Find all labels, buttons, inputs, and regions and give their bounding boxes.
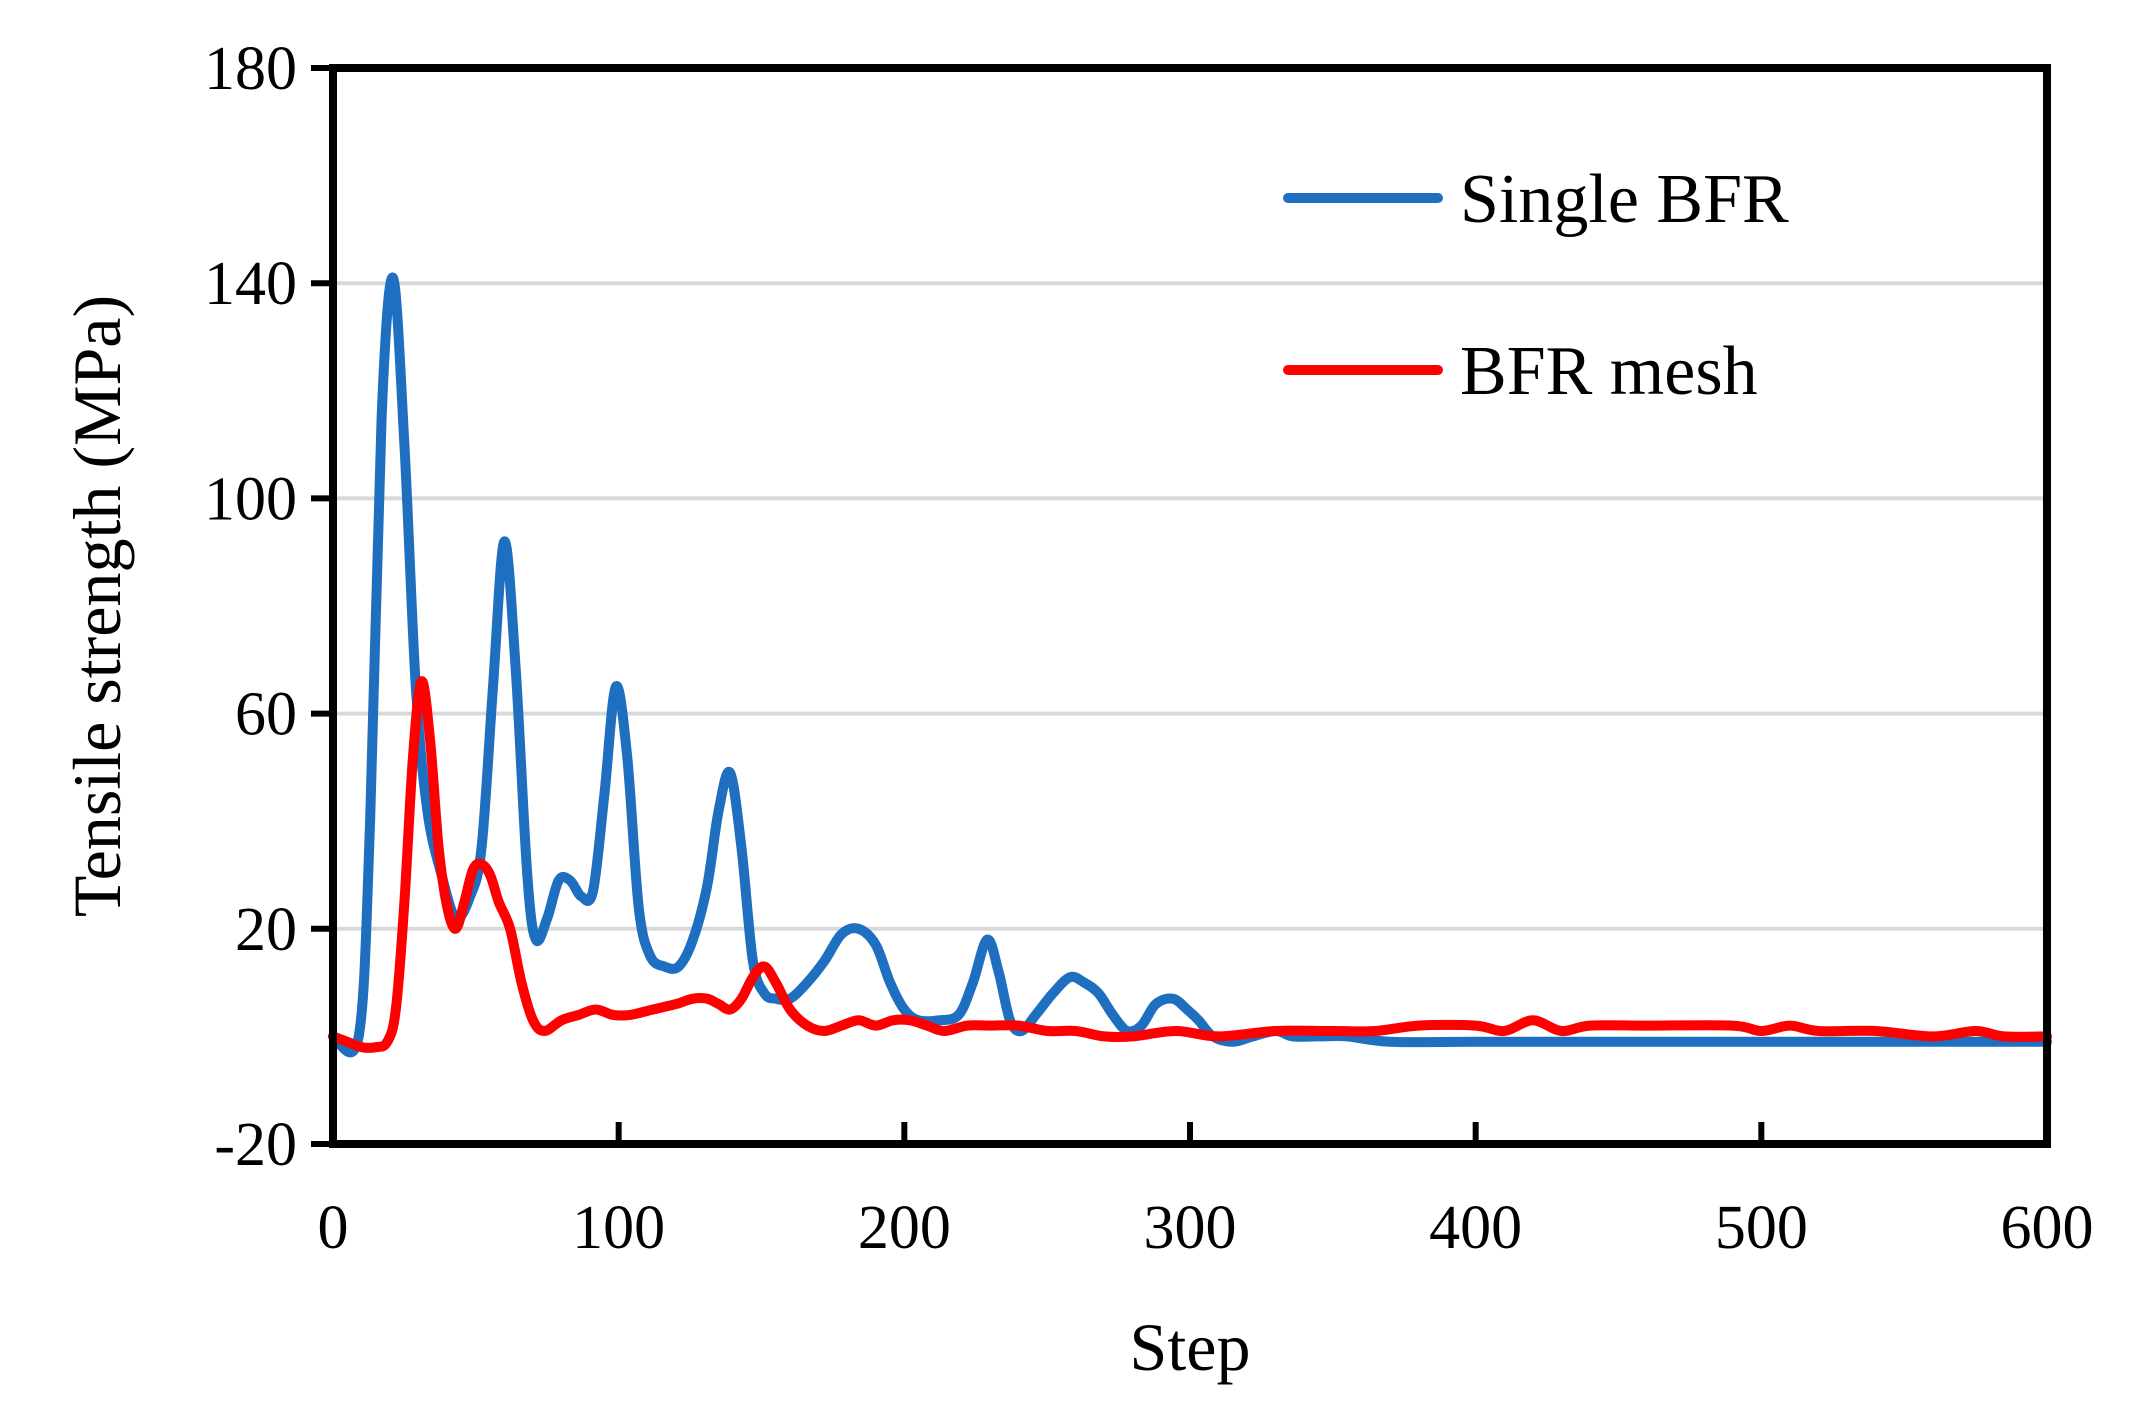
y-tick-label-2: 60 [235, 681, 297, 749]
legend-label-single-bfr: Single BFR [1460, 161, 1789, 238]
tick-labels: -20 20 60 100 140 180 0 100 200 300 400 500 600 [204, 35, 2094, 1262]
legend: Single BFR BFR mesh [1283, 161, 1789, 410]
x-tick-label-0: 0 [318, 1194, 349, 1262]
y-tick-label-3: 100 [204, 465, 297, 533]
legend-label-bfr-mesh: BFR mesh [1460, 333, 1758, 410]
x-tick-label-4: 400 [1429, 1194, 1522, 1262]
x-axis-title: Step [1130, 1309, 1251, 1385]
y-tick-label-5: 180 [204, 35, 297, 103]
series-layer [328, 272, 2052, 1058]
series-line-bfr-mesh [328, 676, 2052, 1053]
x-tick-label-2: 200 [858, 1194, 951, 1262]
x-tick-label-3: 300 [1144, 1194, 1237, 1262]
plot-frame [329, 64, 2051, 1148]
x-tick-label-1: 100 [572, 1194, 665, 1262]
x-tick-label-5: 500 [1715, 1194, 1808, 1262]
y-tick-label-1: 20 [235, 896, 297, 964]
y-tick-label-0: -20 [214, 1111, 297, 1179]
y-tick-label-4: 140 [204, 250, 297, 318]
grid-lines [333, 281, 2047, 931]
x-tick-label-6: 600 [2001, 1194, 2094, 1262]
y-axis-title: Tensile strength (MPa) [59, 295, 135, 917]
series-line-single-bfr [328, 272, 2052, 1058]
axis-ticks [311, 65, 2050, 1147]
